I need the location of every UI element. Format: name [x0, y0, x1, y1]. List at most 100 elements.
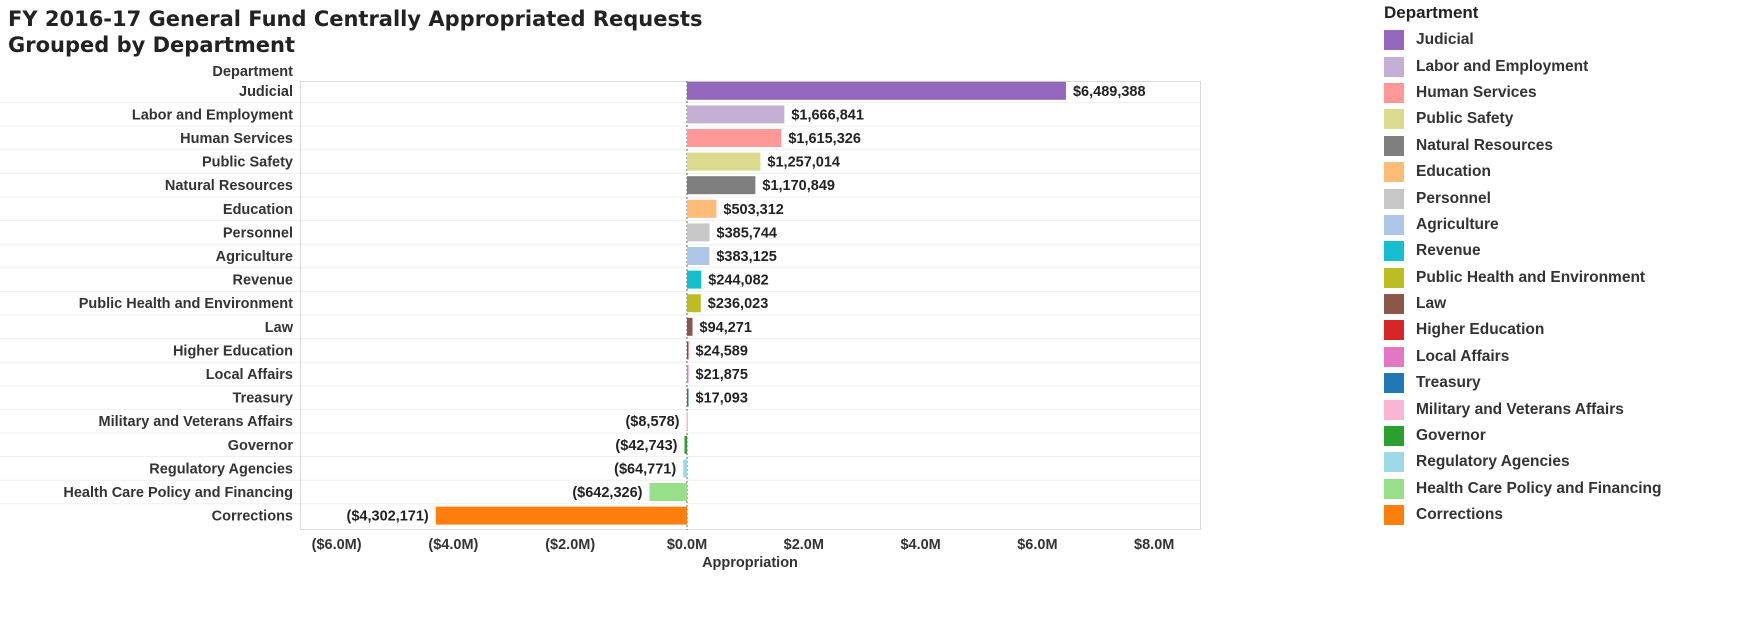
x-tick-label: ($2.0M)	[545, 537, 595, 553]
legend-swatch	[1384, 373, 1404, 394]
x-tick-label: ($6.0M)	[312, 537, 362, 553]
data-label: ($64,771)	[614, 461, 676, 477]
x-tick-label: $0.0M	[667, 537, 707, 553]
category-label: Corrections	[212, 509, 293, 525]
legend-swatch	[1384, 214, 1404, 235]
legend-item: Education	[1384, 159, 1739, 185]
data-label: ($8,578)	[625, 414, 679, 430]
legend-swatch	[1384, 399, 1404, 420]
category-label: Agriculture	[216, 249, 293, 265]
x-tick-label: $6.0M	[1017, 537, 1057, 553]
legend-label: Corrections	[1416, 506, 1503, 524]
category-label: Regulatory Agencies	[149, 461, 293, 477]
category-label: Higher Education	[173, 343, 293, 359]
x-tick-label: $8.0M	[1134, 537, 1174, 553]
row-header-label: Department	[212, 64, 293, 80]
legend-swatch	[1384, 188, 1404, 209]
legend-swatch	[1384, 505, 1404, 526]
legend-label: Personnel	[1416, 189, 1491, 207]
data-label: $244,082	[708, 273, 768, 289]
data-label: $1,615,326	[788, 131, 861, 147]
legend-item: Public Health and Environment	[1384, 265, 1739, 291]
bar	[687, 129, 782, 147]
legend-swatch	[1384, 320, 1404, 341]
data-label: ($4,302,171)	[347, 509, 429, 525]
data-label: ($642,326)	[572, 485, 642, 501]
legend-swatch	[1384, 162, 1404, 183]
chart-title: FY 2016-17 General Fund Centrally Approp…	[8, 6, 1008, 58]
bar	[687, 294, 701, 313]
bar	[683, 459, 687, 478]
legend-item: Labor and Employment	[1384, 53, 1739, 79]
category-label: Governor	[228, 438, 294, 454]
bar	[687, 223, 710, 242]
legend-item: Law	[1384, 291, 1739, 317]
legend-item: Military and Veterans Affairs	[1384, 396, 1739, 422]
category-label: Natural Resources	[165, 178, 293, 194]
bar	[687, 81, 1066, 100]
legend-items: Judicial Labor and Employment Human Servic…	[1384, 27, 1739, 528]
legend-label: Revenue	[1416, 242, 1481, 260]
legend: Department Judicial Labor and Employment H…	[1384, 2, 1739, 528]
legend-label: Agriculture	[1416, 215, 1499, 233]
data-label: $1,257,014	[767, 155, 840, 171]
legend-item: Personnel	[1384, 185, 1739, 211]
legend-label: Labor and Employment	[1416, 57, 1589, 75]
data-label: $6,489,388	[1073, 84, 1146, 100]
legend-swatch	[1384, 478, 1404, 499]
legend-item: Regulatory Agencies	[1384, 449, 1739, 475]
data-label: $21,875	[696, 367, 748, 383]
legend-swatch	[1384, 426, 1404, 447]
category-label: Treasury	[233, 391, 293, 407]
legend-label: Regulatory Agencies	[1416, 453, 1570, 471]
legend-swatch	[1384, 109, 1404, 130]
bar	[687, 341, 689, 360]
category-label: Human Services	[180, 131, 293, 147]
legend-label: Higher Education	[1416, 321, 1545, 339]
legend-swatch	[1384, 135, 1404, 156]
legend-item: Natural Resources	[1384, 133, 1739, 159]
legend-label: Judicial	[1416, 31, 1474, 49]
bar	[686, 412, 688, 431]
legend-label: Education	[1416, 163, 1491, 181]
legend-title: Department	[1384, 3, 1479, 22]
data-label: $385,744	[717, 225, 777, 241]
bar	[435, 506, 687, 525]
legend-swatch	[1384, 267, 1404, 288]
legend-label: Law	[1416, 295, 1447, 313]
data-label: ($42,743)	[615, 438, 677, 454]
data-label: $24,589	[696, 343, 748, 359]
data-label: $17,093	[696, 391, 748, 407]
bar	[687, 247, 710, 265]
data-label: $94,271	[700, 320, 752, 336]
legend-label: Natural Resources	[1416, 136, 1553, 154]
x-tick-label: $4.0M	[900, 537, 940, 553]
legend-item: Higher Education	[1384, 317, 1739, 343]
category-label: Revenue	[233, 273, 293, 289]
bar	[687, 270, 702, 289]
legend-item: Judicial	[1384, 27, 1739, 53]
legend-item: Public Safety	[1384, 106, 1739, 132]
legend-item: Corrections	[1384, 502, 1739, 528]
category-label: Law	[265, 320, 294, 336]
bar	[687, 152, 761, 171]
legend-swatch	[1384, 452, 1404, 473]
x-tick-label: $2.0M	[784, 537, 824, 553]
x-axis-label: Appropriation	[702, 555, 798, 571]
legend-item: Local Affairs	[1384, 344, 1739, 370]
legend-label: Treasury	[1416, 374, 1481, 392]
legend-item: Human Services	[1384, 80, 1739, 106]
bar	[687, 105, 785, 124]
category-label: Personnel	[223, 225, 293, 241]
chart-title-line-2: Grouped by Department	[8, 33, 296, 57]
category-label: Public Health and Environment	[79, 296, 293, 312]
category-label: Public Safety	[202, 155, 293, 171]
legend-label: Local Affairs	[1416, 347, 1510, 365]
data-label: $1,170,849	[762, 178, 835, 194]
category-label: Judicial	[239, 84, 293, 100]
legend-item: Revenue	[1384, 238, 1739, 264]
legend-label: Public Health and Environment	[1416, 268, 1646, 286]
bar-chart: Department Judicial Labor and Employment H…	[0, 64, 1201, 571]
data-label: $503,312	[723, 202, 783, 218]
legend-swatch	[1384, 82, 1404, 103]
